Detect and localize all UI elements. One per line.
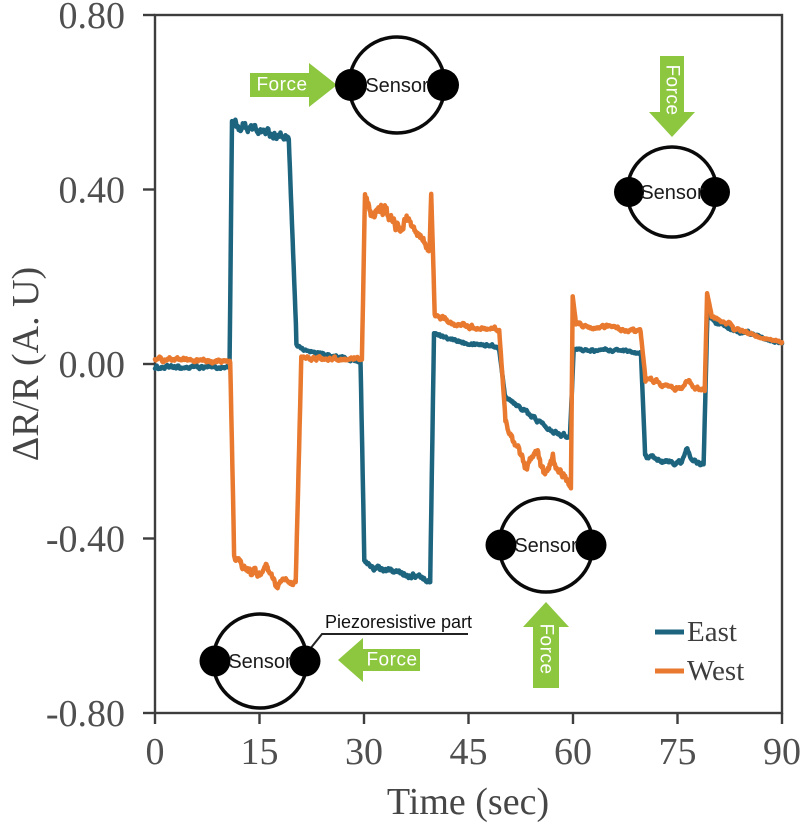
plot-border — [153, 13, 784, 715]
legend: East West — [655, 616, 744, 687]
sensor-label: Sensor — [514, 535, 578, 557]
y-tick-label: -0.80 — [46, 693, 125, 735]
series-layer — [152, 117, 785, 591]
x-tick-label: 90 — [763, 731, 800, 773]
sensor-electrode-east-icon — [427, 69, 459, 101]
sensor-diagram-bottom-left: Force Piezoresistive part Sensor — [199, 612, 472, 710]
sensor-diagram-top-center: Force Sensor — [250, 35, 459, 135]
y-tick-label: 0.80 — [59, 0, 126, 37]
force-arrow-label: Force — [256, 75, 307, 96]
axes-layer: 0 15 30 45 60 75 90 0.80 0.40 0.00 -0.40 -0.80 — [46, 0, 800, 773]
x-tick-label: 15 — [241, 731, 279, 773]
sensor-electrode-east-icon — [575, 529, 607, 561]
series-line-west — [152, 191, 785, 591]
sensor-label: Sensor — [640, 182, 704, 204]
sensor-label: Sensor — [365, 75, 429, 97]
x-tick-label: 75 — [659, 731, 697, 773]
annotation-leader-line — [309, 633, 468, 650]
sensor-electrode-west-icon — [614, 177, 644, 207]
sensor-diagram-bottom-center: Force Sensor — [485, 496, 607, 688]
force-arrow-label: Force — [536, 623, 557, 674]
force-arrow-left-icon — [338, 638, 420, 682]
sensor-electrode-east-icon — [289, 645, 321, 677]
force-arrow-label: Force — [366, 650, 417, 671]
x-tick-label: 30 — [345, 731, 383, 773]
x-axis-label: Time (sec) — [387, 781, 549, 823]
piezoresistive-part-label: Piezoresistive part — [325, 612, 472, 632]
force-arrow-label: Force — [662, 64, 683, 115]
x-tick-label: 60 — [554, 731, 592, 773]
force-arrow-down-icon — [649, 56, 695, 137]
legend-label-east: East — [687, 616, 737, 648]
y-tick-label: -0.40 — [46, 519, 125, 561]
y-tick-label: 0.00 — [59, 344, 126, 386]
y-axis-label: ΔR/R (A. U) — [5, 267, 47, 461]
sensor-diagram-top-right: Force Sensor — [614, 56, 730, 239]
x-tick-label: 0 — [146, 731, 165, 773]
sensor-electrode-west-icon — [335, 69, 367, 101]
sensor-electrode-west-icon — [199, 645, 231, 677]
sensor-electrode-east-icon — [700, 177, 730, 207]
force-arrow-up-icon — [523, 602, 569, 688]
sensor-electrode-west-icon — [485, 529, 517, 561]
x-tick-label: 45 — [450, 731, 488, 773]
diagram-layer: Force Sensor Force Sensor Force Piezoresistiv… — [199, 35, 730, 710]
y-tick-label: 0.40 — [59, 170, 126, 212]
sensor-label: Sensor — [228, 651, 292, 673]
series-line-east — [152, 117, 785, 585]
force-arrow-right-icon — [250, 63, 337, 107]
legend-label-west: West — [687, 655, 744, 687]
